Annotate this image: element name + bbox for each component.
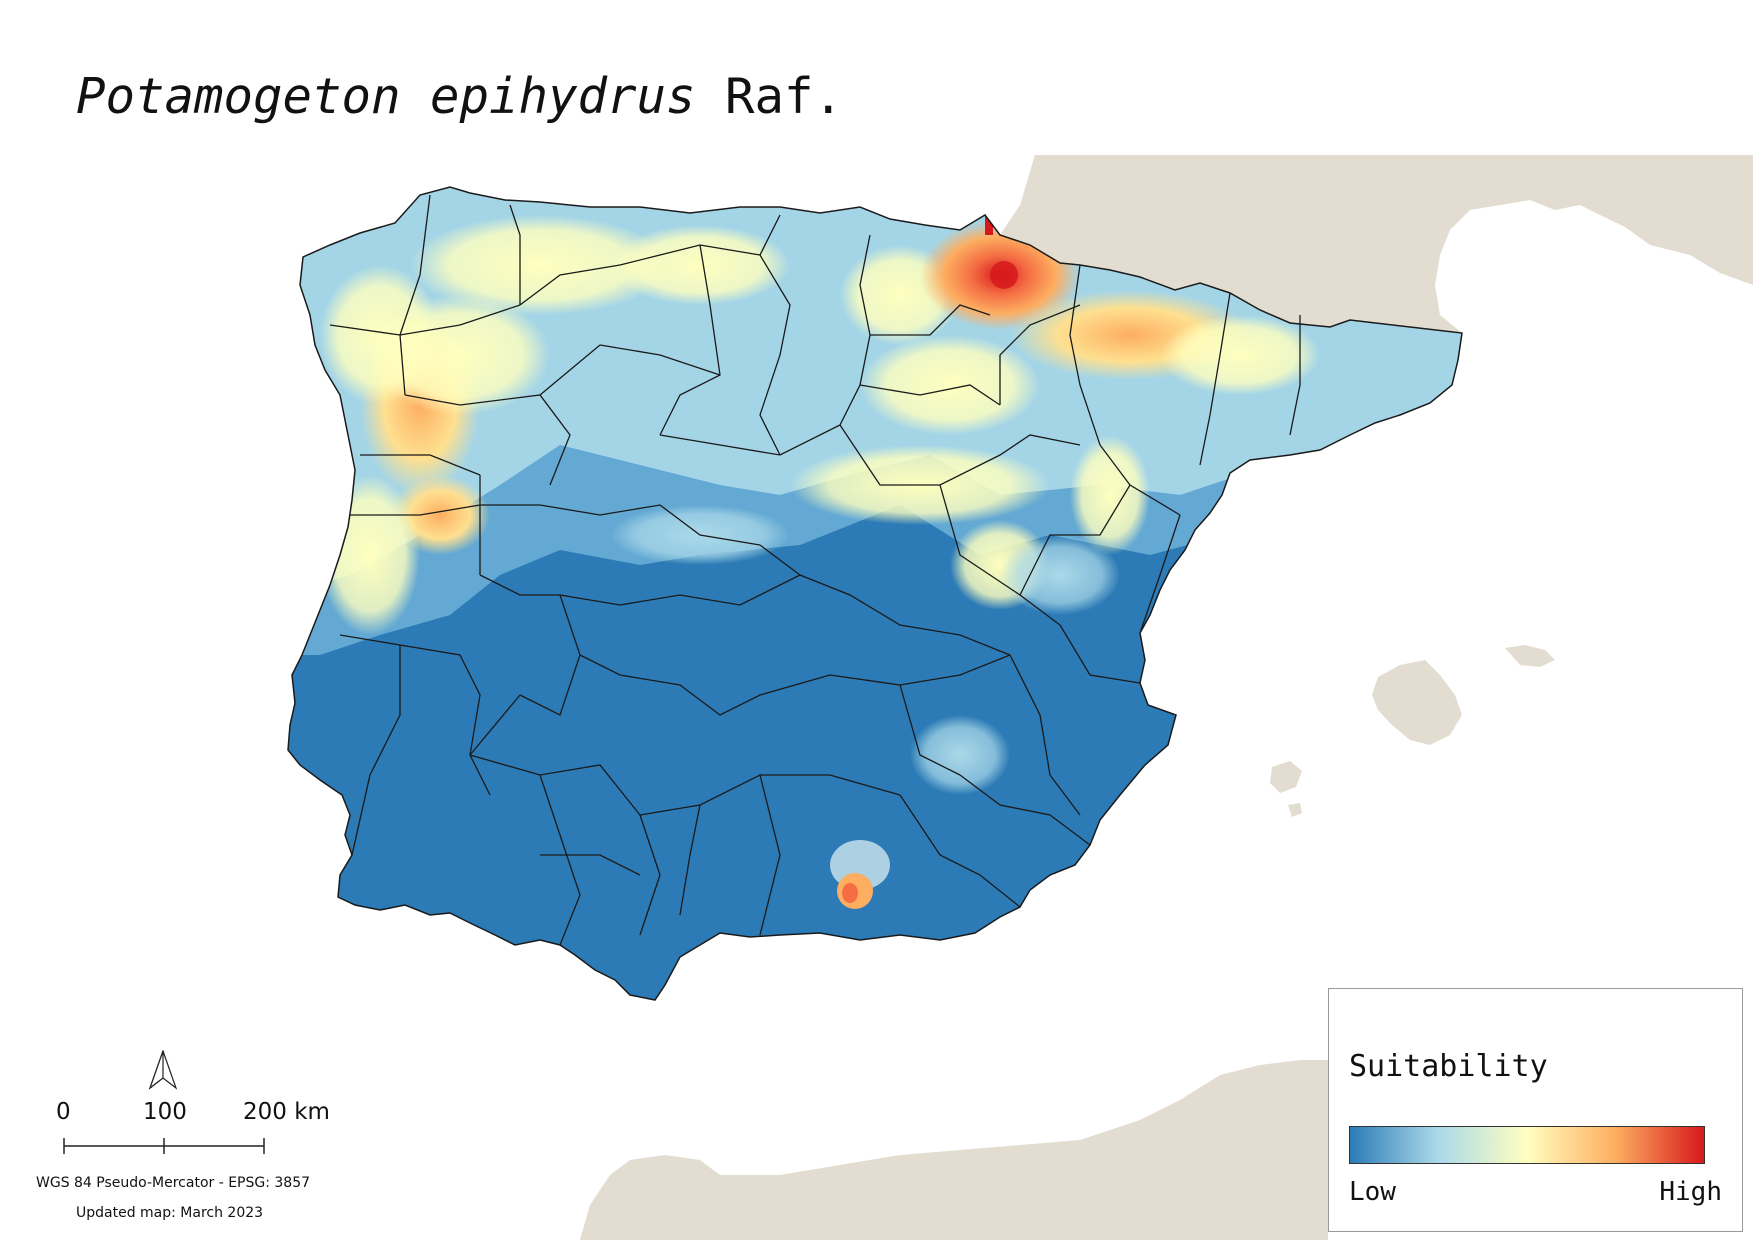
- africa-land: [580, 1060, 1328, 1240]
- map-title: Potamogeton epihydrus Raf.: [76, 68, 843, 125]
- legend: Suitability Low High: [1328, 988, 1743, 1232]
- north-arrow-icon: [148, 1050, 178, 1090]
- map-frame[interactable]: [0, 155, 1753, 1240]
- legend-color-ramp: [1349, 1126, 1705, 1164]
- legend-high-label: High: [1659, 1177, 1722, 1207]
- species-author: Raf.: [725, 68, 844, 125]
- species-name: Potamogeton epihydrus: [76, 68, 696, 125]
- scale-bar: [63, 1138, 265, 1154]
- province-borders: [329, 194, 1301, 946]
- scale-label-100: 100: [143, 1099, 187, 1125]
- mallorca: [1372, 660, 1462, 745]
- updated-text: Updated map: March 2023: [76, 1205, 264, 1221]
- legend-low-label: Low: [1349, 1177, 1396, 1207]
- scale-label-0: 0: [56, 1099, 71, 1125]
- legend-title: Suitability: [1349, 1049, 1548, 1084]
- france-land: [1000, 155, 1753, 333]
- crs-text: WGS 84 Pseudo-Mercator - EPSG: 3857: [36, 1175, 311, 1191]
- formentera: [1288, 803, 1302, 817]
- scale-label-200: 200 km: [243, 1099, 330, 1125]
- menorca: [1505, 645, 1555, 667]
- ibiza: [1270, 761, 1302, 793]
- map-svg: [0, 155, 1753, 1240]
